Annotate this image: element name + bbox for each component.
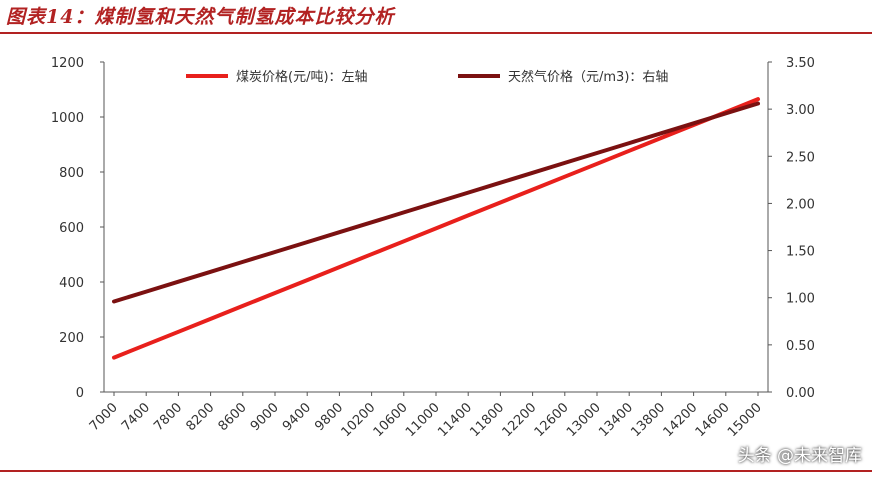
right-tick-label: 3.50 bbox=[786, 56, 815, 71]
legend-label-2: 天然气价格（元/m3)：右轴 bbox=[508, 69, 668, 85]
series-layer bbox=[112, 97, 760, 360]
legend-label-1: 煤炭价格(元/吨)：左轴 bbox=[236, 69, 368, 85]
right-axis-ticks: 0.00 0.50 1.00 1.50 2.00 2.50 3.00 3.50 bbox=[768, 56, 815, 401]
x-tick-label: 7000 bbox=[87, 400, 121, 434]
bottom-divider bbox=[0, 470, 872, 472]
x-tick-label: 10600 bbox=[371, 400, 411, 440]
right-tick-label: 1.50 bbox=[786, 245, 815, 260]
x-tick-label: 12200 bbox=[500, 400, 540, 440]
left-tick-label: 0 bbox=[76, 386, 84, 401]
x-tick-label: 14200 bbox=[661, 400, 701, 440]
x-tick-label: 8200 bbox=[183, 400, 217, 434]
x-tick-label: 9400 bbox=[280, 400, 314, 434]
x-tick-label: 12600 bbox=[532, 400, 572, 440]
x-tick-label: 13000 bbox=[564, 400, 604, 440]
watermark: 头条 @未来智库 bbox=[737, 446, 862, 466]
series-line-2 bbox=[112, 101, 760, 304]
x-tick-label: 15000 bbox=[725, 400, 765, 440]
x-tick-label: 11400 bbox=[435, 400, 475, 440]
right-tick-label: 0.50 bbox=[786, 339, 815, 354]
right-tick-label: 0.00 bbox=[786, 386, 815, 401]
series-line-1 bbox=[112, 97, 760, 360]
x-axis-ticks: 7000740078008200860090009400980010200106… bbox=[87, 392, 765, 440]
x-tick-label: 9000 bbox=[248, 400, 282, 434]
left-tick-label: 400 bbox=[59, 276, 84, 291]
right-tick-label: 2.50 bbox=[786, 150, 815, 165]
figure-title: 图表14：煤制氢和天然气制氢成本比较分析 bbox=[6, 6, 395, 28]
left-tick-label: 600 bbox=[59, 221, 84, 236]
right-tick-label: 1.00 bbox=[786, 292, 815, 307]
title-divider bbox=[0, 32, 872, 34]
left-tick-label: 1200 bbox=[51, 56, 84, 71]
left-tick-label: 800 bbox=[59, 166, 84, 181]
x-tick-label: 10200 bbox=[339, 400, 379, 440]
right-tick-label: 2.00 bbox=[786, 197, 815, 212]
left-tick-label: 1000 bbox=[51, 111, 84, 126]
left-axis-ticks: 0 200 400 600 800 1000 1200 bbox=[51, 56, 104, 401]
x-tick-label: 11000 bbox=[403, 400, 443, 440]
left-tick-label: 200 bbox=[59, 331, 84, 346]
right-tick-label: 3.00 bbox=[786, 103, 815, 118]
x-tick-label: 11800 bbox=[467, 400, 507, 440]
x-tick-label: 14600 bbox=[693, 400, 733, 440]
x-tick-label: 13800 bbox=[628, 400, 668, 440]
x-tick-label: 8600 bbox=[216, 400, 250, 434]
x-tick-label: 7400 bbox=[119, 400, 153, 434]
x-tick-label: 13400 bbox=[596, 400, 636, 440]
legend: 煤炭价格(元/吨)：左轴 天然气价格（元/m3)：右轴 bbox=[186, 69, 668, 85]
x-tick-label: 7800 bbox=[151, 400, 185, 434]
